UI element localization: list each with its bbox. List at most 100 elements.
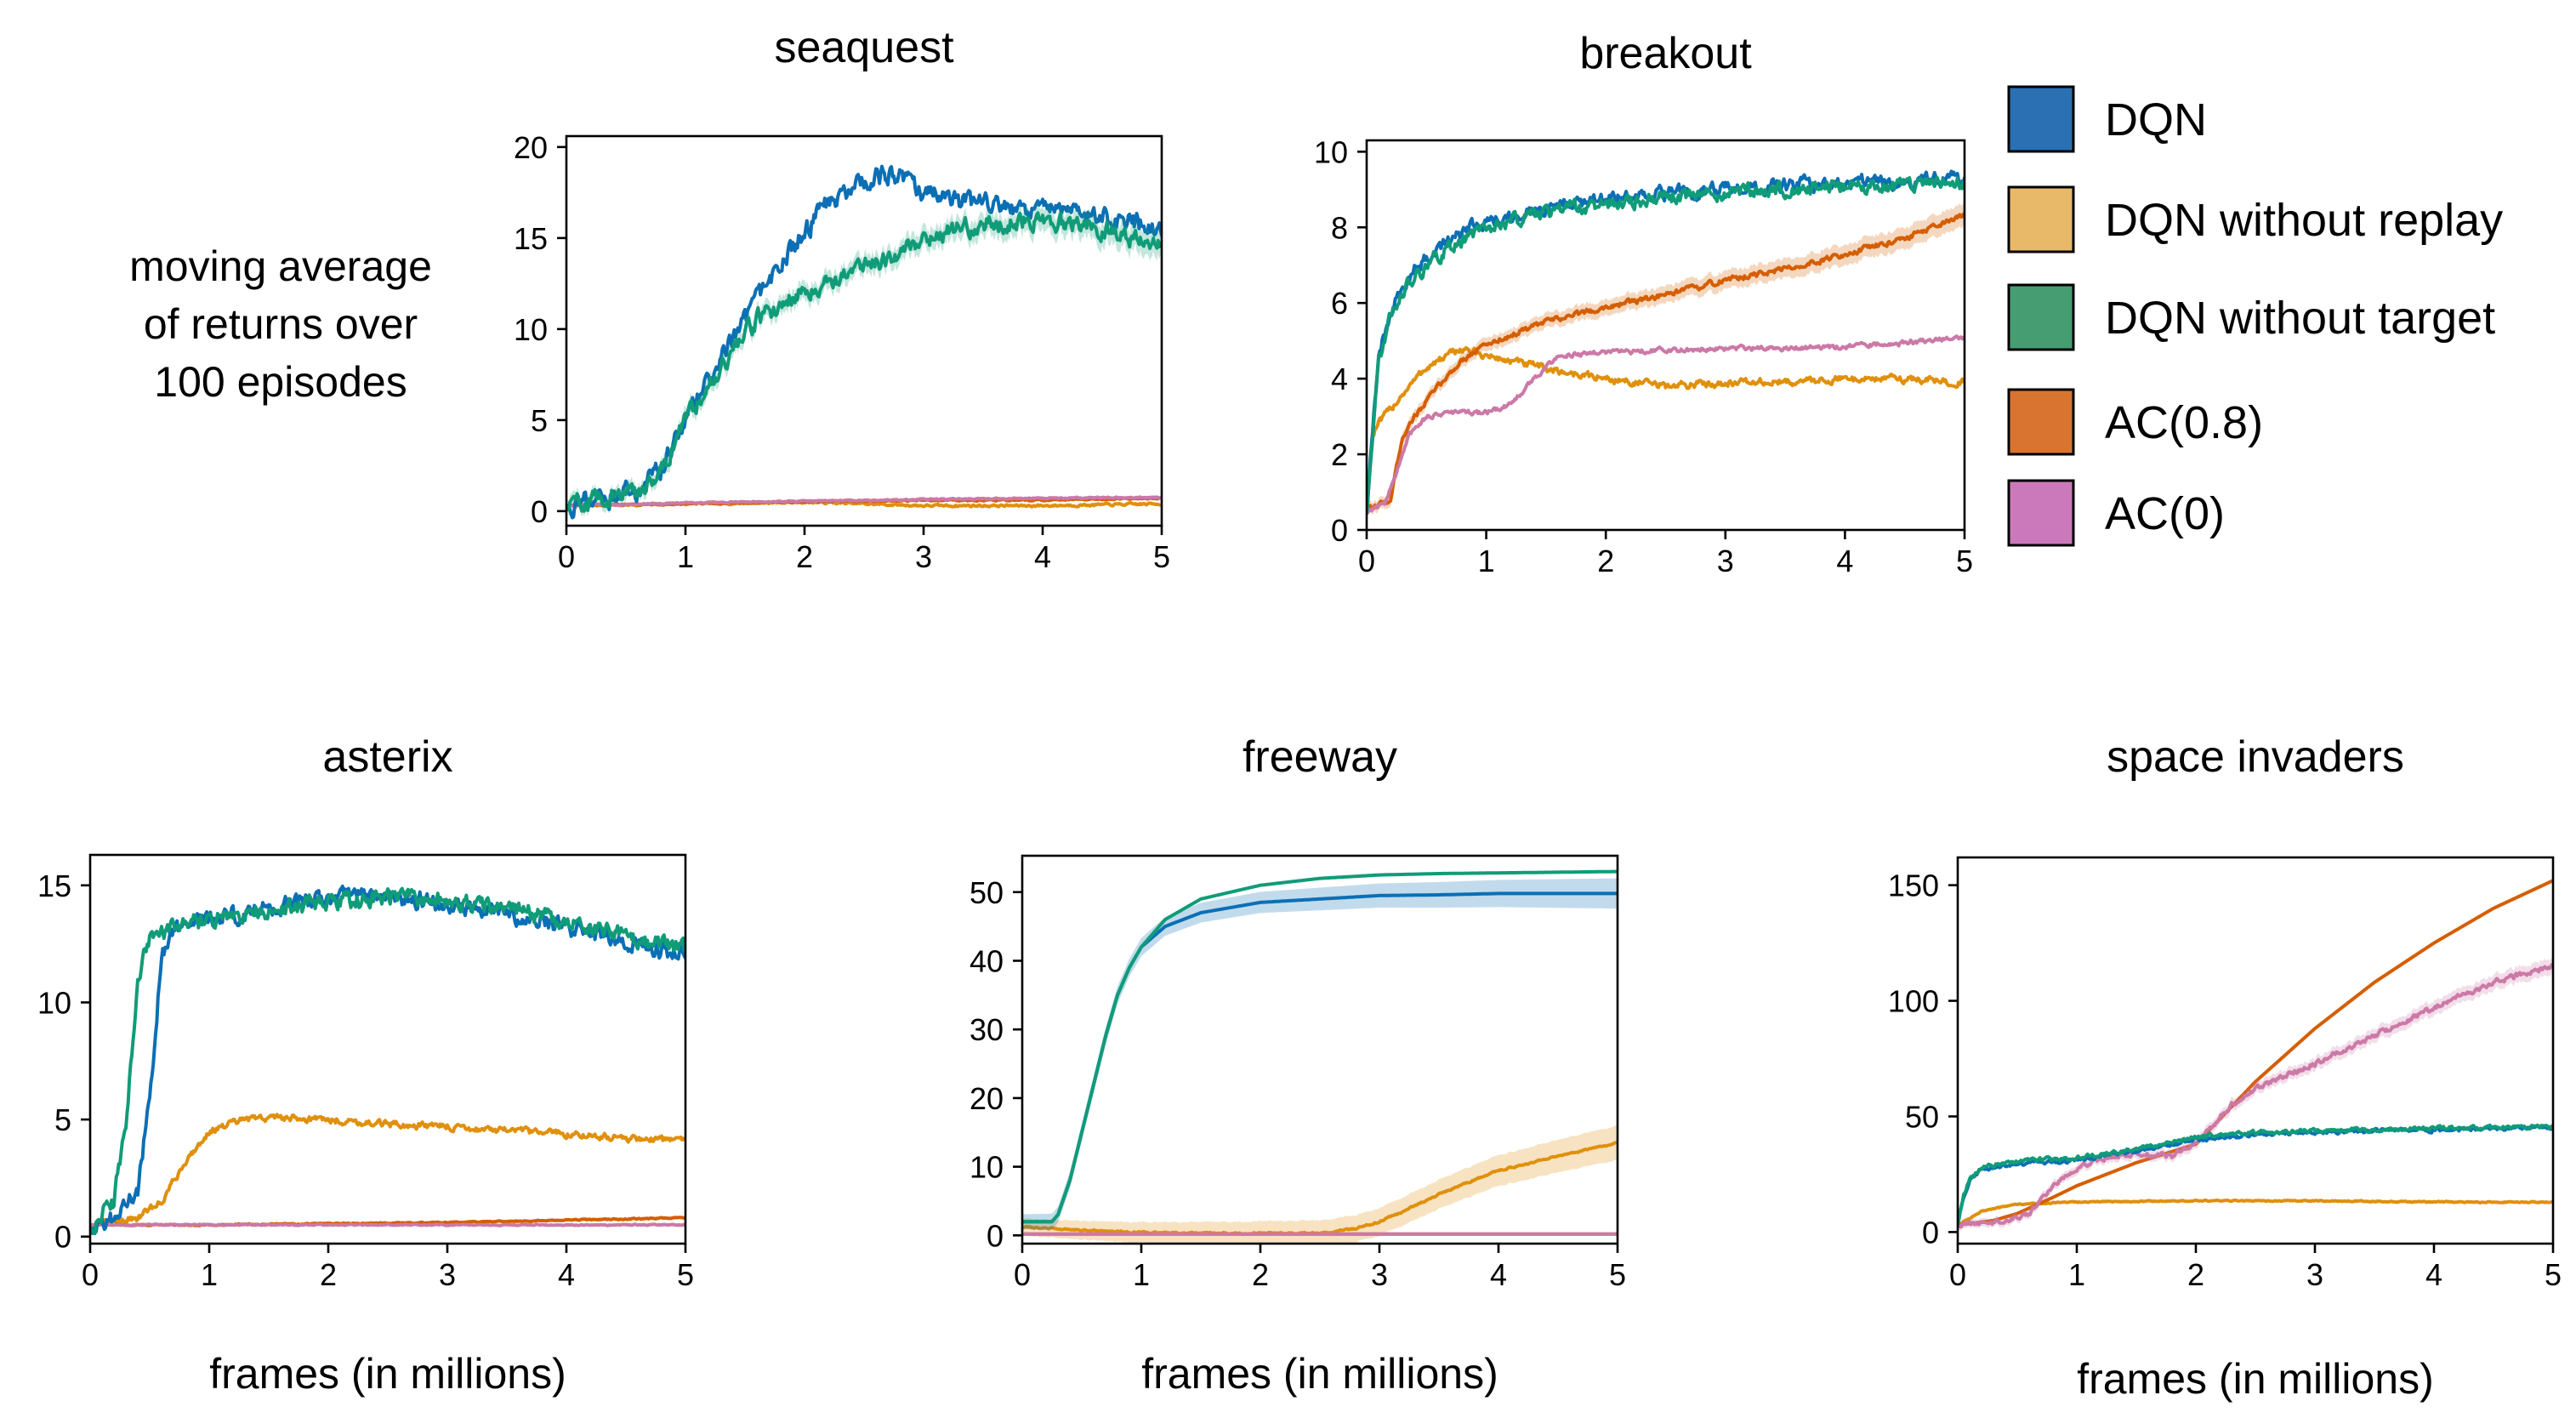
- x-tick-label: 4: [558, 1257, 575, 1292]
- x-tick-label: 5: [1153, 539, 1170, 574]
- y-tick-label: 10: [37, 985, 71, 1020]
- y-tick-label: 4: [1331, 362, 1348, 396]
- legend-item-dqn: DQN: [2007, 85, 2207, 153]
- y-axis-label: moving average of returns over 100 episode…: [129, 242, 432, 406]
- x-tick-label: 2: [320, 1257, 337, 1292]
- y-tick-label: 10: [514, 312, 548, 347]
- y-tick-label: 30: [970, 1012, 1004, 1047]
- y-axis-label-line: moving average: [129, 242, 432, 290]
- plot-area: [90, 884, 685, 1236]
- series-dqn-without-target: [1367, 175, 1965, 515]
- y-tick-label: 20: [970, 1081, 1004, 1116]
- x-tick-label: 0: [82, 1257, 99, 1292]
- x-axis-label: frames (in millions): [209, 1350, 566, 1398]
- x-tick-label: 5: [677, 1257, 694, 1292]
- x-axis-labels: frames (in millions) frames (in millions)…: [209, 1350, 2434, 1403]
- x-tick-label: 2: [1252, 1257, 1269, 1292]
- x-tick-label: 5: [1956, 544, 1973, 578]
- y-axis-label-line: of returns over: [144, 300, 418, 348]
- series-ac-0: [1958, 963, 2553, 1229]
- subplot-title: breakout: [1579, 29, 1752, 78]
- x-tick-label: 2: [1597, 544, 1614, 578]
- y-tick-label: 2: [1331, 437, 1348, 472]
- axes-frame: [1365, 139, 1966, 532]
- y-tick-label: 8: [1331, 210, 1348, 245]
- legend-item-ac-0: AC(0): [2007, 479, 2225, 547]
- subplot-seaquest: seaquest 0 1 2 3 4 5 0 5 10 15 20: [514, 23, 1170, 574]
- x-tick-label: 4: [2425, 1257, 2442, 1292]
- x-tick-label: 1: [201, 1257, 218, 1292]
- x-axis-label: frames (in millions): [2077, 1355, 2434, 1403]
- axes-frame: [1021, 854, 1619, 1245]
- y-tick-label: 40: [970, 943, 1004, 978]
- legend-item-ac-0-8: AC(0.8): [2007, 388, 2263, 456]
- series-dqn-without-target: [90, 886, 685, 1236]
- series-dqn-without-replay: [1367, 345, 1965, 515]
- series-dqn-without-target: [1022, 869, 1618, 1224]
- y-tick-label: 0: [987, 1218, 1004, 1253]
- x-tick-label: 2: [2187, 1257, 2204, 1292]
- x-tick-label: 4: [1490, 1257, 1507, 1292]
- y-tick-label: 20: [514, 130, 548, 165]
- x-tick-label: 3: [915, 539, 932, 574]
- series-dqn-without-replay: [90, 1113, 685, 1229]
- x-tick-label: 1: [1478, 544, 1495, 578]
- series-dqn: [90, 884, 685, 1235]
- y-tick-label: 6: [1331, 286, 1348, 321]
- plot-area: [1022, 869, 1618, 1244]
- x-tick-label: 5: [1609, 1257, 1626, 1292]
- y-tick-label: 0: [1922, 1215, 1939, 1250]
- legend-label: AC(0): [2105, 488, 2225, 539]
- y-tick-label: 0: [1331, 513, 1348, 548]
- axes-frame: [88, 853, 687, 1245]
- plot-area: [1367, 169, 1965, 518]
- x-tick-label: 1: [1133, 1257, 1150, 1292]
- plot-area: [1958, 879, 2553, 1232]
- x-tick-label: 4: [1836, 544, 1853, 578]
- series-ac-0-8: [1958, 879, 2553, 1227]
- y-tick-label: 50: [970, 875, 1004, 910]
- y-axis-label-line: 100 episodes: [154, 358, 407, 406]
- y-tick-label: 50: [1905, 1099, 1939, 1134]
- subplot-asterix: asterix 0 1 2 3 4 5 0 5 10 15: [37, 732, 694, 1292]
- x-tick-label: 2: [796, 539, 813, 574]
- legend-item-dqn-without-target: DQN without target: [2007, 283, 2495, 351]
- legend-label: DQN: [2105, 94, 2207, 145]
- x-tick-label: 3: [1717, 544, 1734, 578]
- legend-label: DQN without target: [2105, 293, 2495, 344]
- x-tick-label: 3: [2306, 1257, 2323, 1292]
- legend-label: DQN without replay: [2105, 195, 2503, 246]
- axes-frame: [565, 134, 1163, 527]
- band-dqn-without-replay: [1022, 1125, 1618, 1244]
- legend-swatch: [2007, 185, 2075, 253]
- subplot-breakout: breakout 0 1 2 3 4 5 0 2 4 6 8 10: [1314, 29, 1973, 578]
- x-tick-label: 5: [2545, 1257, 2562, 1292]
- y-tick-label: 15: [514, 221, 548, 256]
- x-tick-label: 1: [2068, 1257, 2085, 1292]
- series-ac-0: [1367, 334, 1965, 515]
- series-dqn: [1958, 1124, 2553, 1227]
- legend-swatch: [2007, 283, 2075, 351]
- legend-swatch: [2007, 479, 2075, 547]
- x-tick-label: 4: [1034, 539, 1051, 574]
- legend-label: AC(0.8): [2105, 397, 2263, 448]
- y-tick-label: 0: [54, 1220, 71, 1255]
- legend-swatch: [2007, 85, 2075, 153]
- subplot-title: asterix: [322, 732, 452, 782]
- series-ac-0: [90, 1222, 685, 1227]
- series-ac-0: [566, 495, 1162, 508]
- series-dqn-without-target: [1958, 1123, 2553, 1227]
- y-tick-label: 5: [531, 403, 548, 438]
- series-dqn-without-target: [566, 211, 1162, 513]
- axes-frame: [1956, 856, 2555, 1245]
- x-tick-label: 0: [1949, 1257, 1966, 1292]
- legend-swatch: [2007, 388, 2075, 456]
- y-tick-label: 150: [1888, 868, 1939, 903]
- x-tick-label: 3: [439, 1257, 456, 1292]
- y-tick-label: 0: [531, 494, 548, 529]
- legend-item-dqn-without-replay: DQN without replay: [2007, 185, 2503, 253]
